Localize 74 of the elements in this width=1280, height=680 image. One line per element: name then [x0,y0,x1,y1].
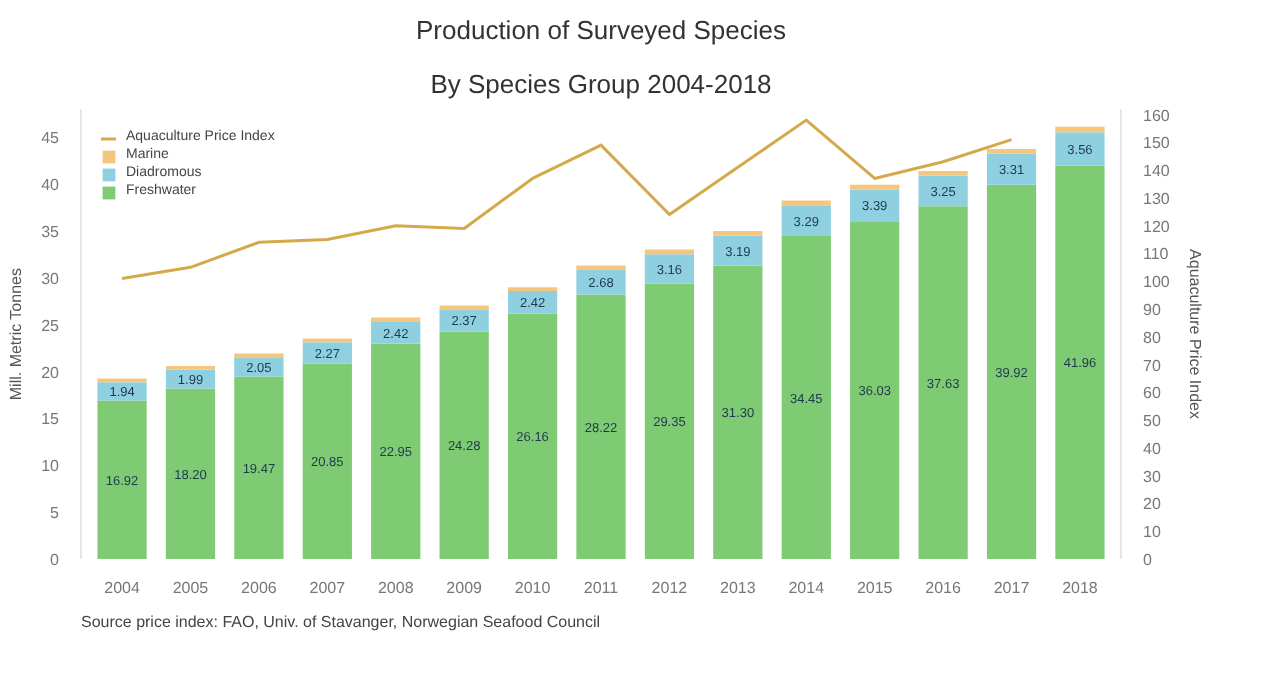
y-tick-label: 15 [41,410,61,429]
bar [97,400,147,559]
x-tick-label: 2017 [993,579,1031,597]
x-tick-label: 2004 [104,579,141,597]
y2-axis-title: Aquaculture Price Index [1185,249,1204,419]
bar [781,236,831,559]
y2-tick-label: 50 [1143,412,1162,431]
bar [850,189,900,222]
x-tick-label: 2006 [241,579,278,597]
bar [713,265,763,559]
bar [507,313,558,559]
y2-tick-label: 150 [1143,134,1171,153]
y2-tick-label: 100 [1143,273,1171,292]
y2-tick-label: 10 [1143,523,1162,542]
y-tick-label: 35 [41,222,61,241]
bar [644,254,695,284]
bar [713,235,763,266]
bar [986,184,1037,559]
chart-subtitle: By Species Group 2004-2018 [430,69,772,99]
y-tick-label: 45 [41,129,61,148]
x-tick-label: 2014 [788,579,826,597]
y2-tick-label: 160 [1143,106,1171,125]
bar [1055,132,1105,166]
y2-tick-label: 80 [1143,328,1162,347]
y2-tick-label: 0 [1143,551,1153,569]
bar [986,153,1037,185]
bar [165,388,216,559]
x-tick-label: 2010 [514,579,552,597]
y2-tick-label: 70 [1143,356,1162,375]
bar [371,321,421,344]
y-tick-label: 5 [50,504,61,523]
x-tick-label: 2013 [720,579,757,597]
bar [302,342,352,364]
y-tick-label: 30 [41,269,61,288]
bar [918,206,968,559]
y2-tick-label: 30 [1143,467,1162,486]
bar [576,294,626,559]
bar [644,283,695,559]
y2-tick-label: 130 [1143,189,1171,208]
y2-tick-label: 110 [1143,245,1170,264]
bar [850,221,900,559]
y2-tick-label: 140 [1143,162,1171,181]
x-tick-label: 2015 [856,579,894,597]
bar [234,376,284,559]
x-tick-label: 2008 [377,579,415,597]
y-tick-label: 20 [41,363,61,382]
bar [1055,126,1105,133]
chart-title: Production of Surveyed Species [416,15,787,45]
x-tick-label: 2007 [309,579,347,597]
x-tick-label: 2012 [651,579,689,597]
bar [713,230,763,236]
bar [371,343,421,559]
bar [918,175,968,207]
bar [302,363,352,559]
y-tick-label: 0 [50,551,61,569]
y-axis-title: Mill. Metric Tonnes [7,268,26,401]
bar [439,331,489,559]
x-tick-label: 2016 [925,579,962,597]
y-tick-label: 10 [41,457,61,476]
y2-tick-label: 120 [1143,217,1171,236]
y-tick-label: 25 [41,316,61,335]
y2-tick-label: 90 [1143,301,1162,319]
bar [781,205,831,237]
bar [507,291,558,314]
x-tick-label: 2018 [1062,579,1099,597]
y-tick-label: 40 [41,176,61,194]
y2-tick-label: 40 [1143,439,1162,458]
y2-tick-label: 60 [1143,384,1162,403]
bar [1055,165,1105,559]
x-tick-label: 2011 [583,579,620,597]
x-tick-label: 2005 [172,579,210,597]
y2-tick-label: 20 [1143,495,1162,514]
x-tick-label: 2009 [446,579,484,597]
source-note: Source price index: FAO, Univ. of Stavanger, Norwegian Seafood Council [81,613,601,631]
